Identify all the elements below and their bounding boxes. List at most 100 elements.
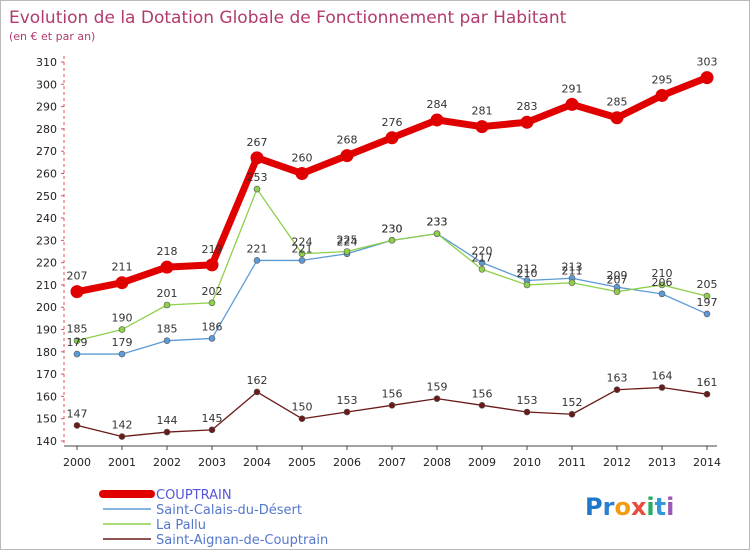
x-tick-label: 2000 [63,456,91,469]
plot-area [70,71,714,440]
x-tick-label: 2012 [603,456,631,469]
data-point [388,237,396,244]
data-label: 162 [247,374,268,387]
data-point [298,250,306,258]
data-label: 260 [292,151,313,164]
y-tick-label: 310 [36,56,57,69]
data-label: 221 [292,242,313,255]
data-point [298,257,306,264]
data-point [568,279,576,287]
logo-letter: r [603,493,615,521]
data-label: 224 [337,236,358,249]
y-tick-label: 170 [36,368,57,381]
x-tick-label: 2010 [513,456,541,469]
data-label: 156 [382,387,403,400]
logo-letter: i [666,493,674,521]
logo-letter: P [585,493,603,521]
data-label: 210 [517,267,538,280]
data-label: 202 [202,285,223,298]
x-tick-label: 2014 [693,456,721,469]
data-point [478,259,486,266]
data-point [163,337,171,344]
y-tick-label: 300 [36,78,57,91]
data-label: 267 [247,136,268,149]
x-tick-label: 2006 [333,456,361,469]
data-label: 186 [202,320,223,333]
data-label: 285 [607,96,628,109]
data-point [343,408,351,416]
data-label: 153 [337,394,358,407]
y-tick-label: 270 [36,145,57,158]
data-label: 156 [472,387,493,400]
x-tick-label: 2007 [378,456,406,469]
data-point [475,120,489,134]
data-point [658,281,666,289]
data-point [433,230,441,237]
data-label: 179 [112,336,133,349]
data-label: 206 [652,276,673,289]
data-label: 164 [652,369,673,382]
data-point [340,149,354,163]
data-label: 230 [382,222,403,235]
y-tick-label: 290 [36,101,57,114]
data-label: 219 [202,243,223,256]
x-tick-label: 2013 [648,456,676,469]
y-tick-label: 220 [36,257,57,270]
data-label: 152 [562,396,583,409]
x-tick-label: 2005 [288,456,316,469]
y-tick-label: 180 [36,346,57,359]
data-label: 144 [157,414,178,427]
y-tick-label: 200 [36,301,57,314]
x-tick-label: 2008 [423,456,451,469]
data-point [655,88,669,102]
data-label: 225 [337,234,358,247]
data-label: 190 [112,312,133,325]
data-label: 233 [427,216,448,229]
data-point [613,386,621,394]
y-tick-label: 230 [36,234,57,247]
logo-letter: x [631,493,647,521]
data-label: 291 [562,82,583,95]
data-label: 303 [697,56,718,69]
data-point [70,285,84,299]
data-point [253,185,261,193]
data-label: 295 [652,73,673,86]
data-label: 230 [382,222,403,235]
y-tick-label: 140 [36,435,57,448]
data-point [700,71,714,85]
data-point [298,415,306,423]
data-point [250,151,264,165]
data-point [343,248,351,255]
y-tick-label: 210 [36,279,57,292]
data-point [295,166,309,180]
x-tick-label: 2002 [153,456,181,469]
data-label: 145 [202,412,223,425]
data-point [118,433,126,440]
x-tick-label: 2003 [198,456,226,469]
data-point [388,402,396,409]
axes: 140 150 160 170 180 190 200 210 220 230 240 250 260 2… [36,56,721,469]
data-label: 211 [562,265,583,278]
data-point [73,337,81,344]
data-point [658,384,666,391]
y-tick-label: 250 [36,190,57,203]
data-label: 276 [382,116,403,129]
data-point [523,408,531,416]
data-label: 142 [112,419,133,432]
data-point [703,292,711,300]
data-point [703,390,711,398]
data-label: 212 [517,262,538,275]
data-label: 205 [697,278,718,291]
data-label: 185 [157,323,178,336]
data-point [478,266,486,273]
data-point [73,422,81,429]
data-label: 213 [562,260,583,273]
data-label: 209 [607,269,628,282]
data-label: 281 [472,105,493,118]
data-point [433,395,441,402]
data-point [430,113,444,127]
y-tick-label: 190 [36,324,57,337]
data-label: 210 [652,267,673,280]
